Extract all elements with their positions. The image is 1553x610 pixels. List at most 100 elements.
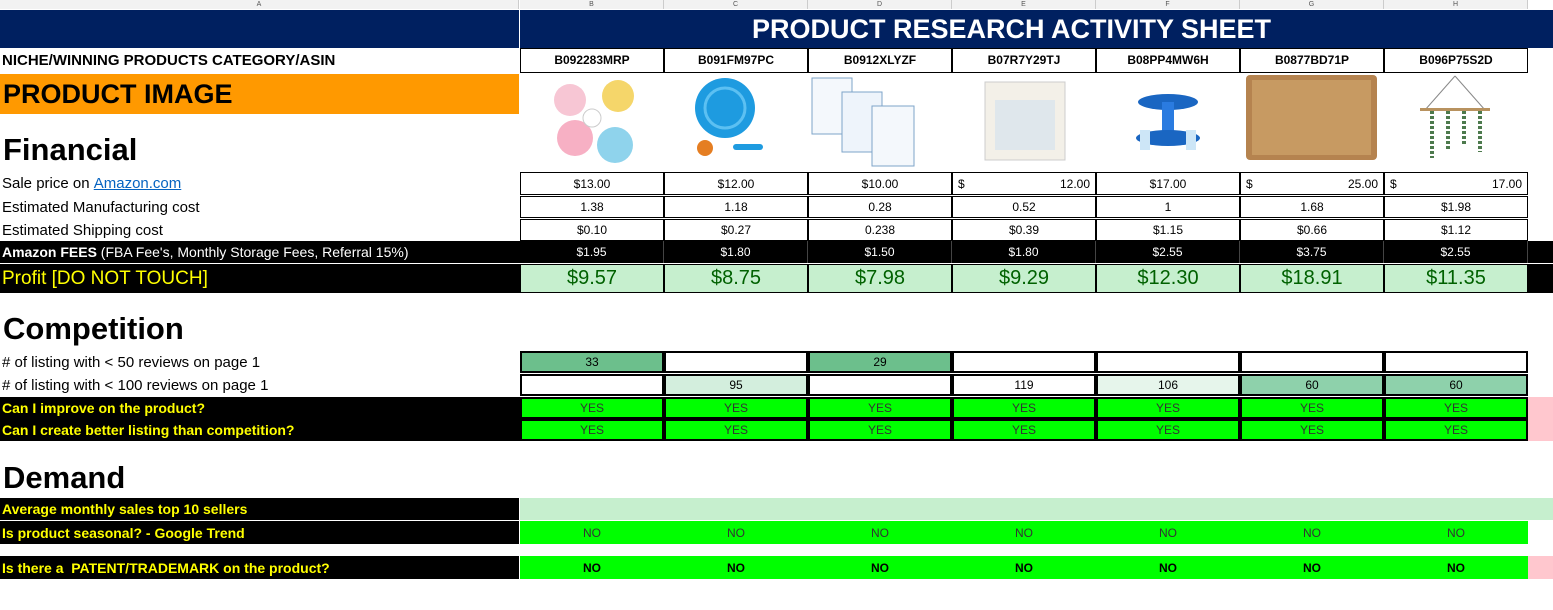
cell-value: 25.00 bbox=[1347, 176, 1378, 191]
row-label: # of listing with < 50 reviews on page 1 bbox=[0, 351, 519, 373]
row-label: NICHE/WINNING PRODUCTS CATEGORY/ASIN bbox=[0, 48, 519, 73]
cell: NO bbox=[1240, 521, 1384, 544]
cell: $12.30 bbox=[1096, 264, 1240, 293]
cell: NO bbox=[808, 556, 952, 579]
section-heading: Competition bbox=[3, 311, 184, 346]
cell: YES bbox=[1384, 397, 1528, 419]
label: Is there a PATENT/TRADEMARK on the produ… bbox=[2, 559, 330, 576]
cell: B0877BD71P bbox=[1240, 48, 1384, 73]
cell: 0.28 bbox=[808, 196, 952, 218]
row-band bbox=[1528, 556, 1553, 579]
cell: $1.98 bbox=[1384, 196, 1528, 218]
cell: YES bbox=[1096, 419, 1240, 441]
cell-value: 17.00 bbox=[1491, 176, 1522, 191]
currency-symbol: $ bbox=[958, 176, 965, 191]
column-header: E bbox=[952, 0, 1096, 9]
cell: NO bbox=[520, 556, 664, 579]
row-label: Is there a PATENT/TRADEMARK on the produ… bbox=[0, 556, 519, 579]
cell: $1.80 bbox=[664, 241, 808, 263]
cell: B08PP4MW6H bbox=[1096, 48, 1240, 73]
section-heading: Demand bbox=[3, 460, 126, 495]
column-header: B bbox=[520, 0, 664, 9]
row-band bbox=[1528, 419, 1553, 441]
link[interactable]: Amazon.com bbox=[93, 175, 182, 192]
cell: $1.95 bbox=[520, 241, 664, 263]
label-note: (FBA Fee's, Monthly Storage Fees, Referr… bbox=[96, 244, 409, 260]
cell: 33 bbox=[520, 351, 664, 373]
cell: $9.57 bbox=[520, 264, 664, 293]
cell: 1.68 bbox=[1240, 196, 1384, 218]
cell: $9.29 bbox=[952, 264, 1096, 293]
cell: $17.00 bbox=[1384, 172, 1528, 195]
cell: YES bbox=[1384, 419, 1528, 441]
cell bbox=[664, 351, 808, 373]
cell bbox=[952, 351, 1096, 373]
cell: YES bbox=[808, 419, 952, 441]
cell: $8.75 bbox=[664, 264, 808, 293]
cell: YES bbox=[664, 397, 808, 419]
label: Estimated Shipping cost bbox=[2, 221, 163, 239]
section-heading: Financial bbox=[3, 132, 138, 167]
cell: 60 bbox=[1384, 374, 1528, 396]
column-header: D bbox=[808, 0, 952, 9]
cell: 1 bbox=[1096, 196, 1240, 218]
cell: NO bbox=[1384, 556, 1528, 579]
cell: $12.00 bbox=[664, 172, 808, 195]
cell bbox=[1096, 351, 1240, 373]
cell: 1.38 bbox=[520, 196, 664, 218]
cell: $10.00 bbox=[808, 172, 952, 195]
cell: NO bbox=[1384, 521, 1528, 544]
cell: YES bbox=[952, 397, 1096, 419]
cell: NO bbox=[952, 521, 1096, 544]
cell: YES bbox=[1240, 419, 1384, 441]
row-label: # of listing with < 100 reviews on page … bbox=[0, 374, 519, 396]
currency-symbol: $ bbox=[1390, 176, 1397, 191]
label: Sale price on bbox=[2, 175, 94, 192]
row-label: Average monthly sales top 10 sellers bbox=[0, 498, 519, 520]
label: # of listing with < 50 reviews on page 1 bbox=[2, 353, 261, 371]
cell: NO bbox=[808, 521, 952, 544]
cell bbox=[1240, 351, 1384, 373]
row-band bbox=[520, 498, 1553, 520]
column-header: H bbox=[1384, 0, 1528, 9]
cell: NO bbox=[664, 556, 808, 579]
cell: 95 bbox=[664, 374, 808, 396]
row-label: Can I improve on the product? bbox=[0, 397, 519, 419]
cell: 0.238 bbox=[808, 219, 952, 241]
image-7 bbox=[1420, 75, 1490, 158]
label: Estimated Manufacturing cost bbox=[2, 198, 200, 216]
row-label: Can I create better listing than competi… bbox=[0, 419, 519, 441]
label: Amazon FEES bbox=[2, 244, 97, 260]
cell bbox=[520, 374, 664, 396]
cell: B096P75S2D bbox=[1384, 48, 1528, 73]
cell: B092283MRP bbox=[520, 48, 664, 73]
cell: $17.00 bbox=[1096, 172, 1240, 195]
cell: $0.39 bbox=[952, 219, 1096, 241]
cell: $1.80 bbox=[952, 241, 1096, 263]
row-label: Amazon FEES (FBA Fee's, Monthly Storage … bbox=[0, 241, 519, 263]
cell: YES bbox=[808, 397, 952, 419]
cell: $2.55 bbox=[1096, 241, 1240, 263]
cell: $3.75 bbox=[1240, 241, 1384, 263]
cell: B07R7Y29TJ bbox=[952, 48, 1096, 73]
label: Can I create better listing than competi… bbox=[2, 422, 295, 438]
cell: 106 bbox=[1096, 374, 1240, 396]
sheet-title: PRODUCT RESEARCH ACTIVITY SHEET bbox=[520, 10, 1553, 48]
label: Profit [DO NOT TOUCH] bbox=[2, 267, 208, 289]
cell: $2.55 bbox=[1384, 241, 1528, 263]
row-label: Profit [DO NOT TOUCH] bbox=[0, 264, 519, 293]
row-label: PRODUCT IMAGE bbox=[0, 74, 519, 114]
cell: B091FM97PC bbox=[664, 48, 808, 73]
cell: NO bbox=[1240, 556, 1384, 579]
column-header: A bbox=[0, 0, 519, 9]
cell: $0.66 bbox=[1240, 219, 1384, 241]
cell: $18.91 bbox=[1240, 264, 1384, 293]
cell-value: 12.00 bbox=[1059, 176, 1090, 191]
cell: $13.00 bbox=[520, 172, 664, 195]
cell: $11.35 bbox=[1384, 264, 1528, 293]
cell: YES bbox=[1240, 397, 1384, 419]
cell: $1.50 bbox=[808, 241, 952, 263]
label: Average monthly sales top 10 sellers bbox=[2, 501, 248, 517]
